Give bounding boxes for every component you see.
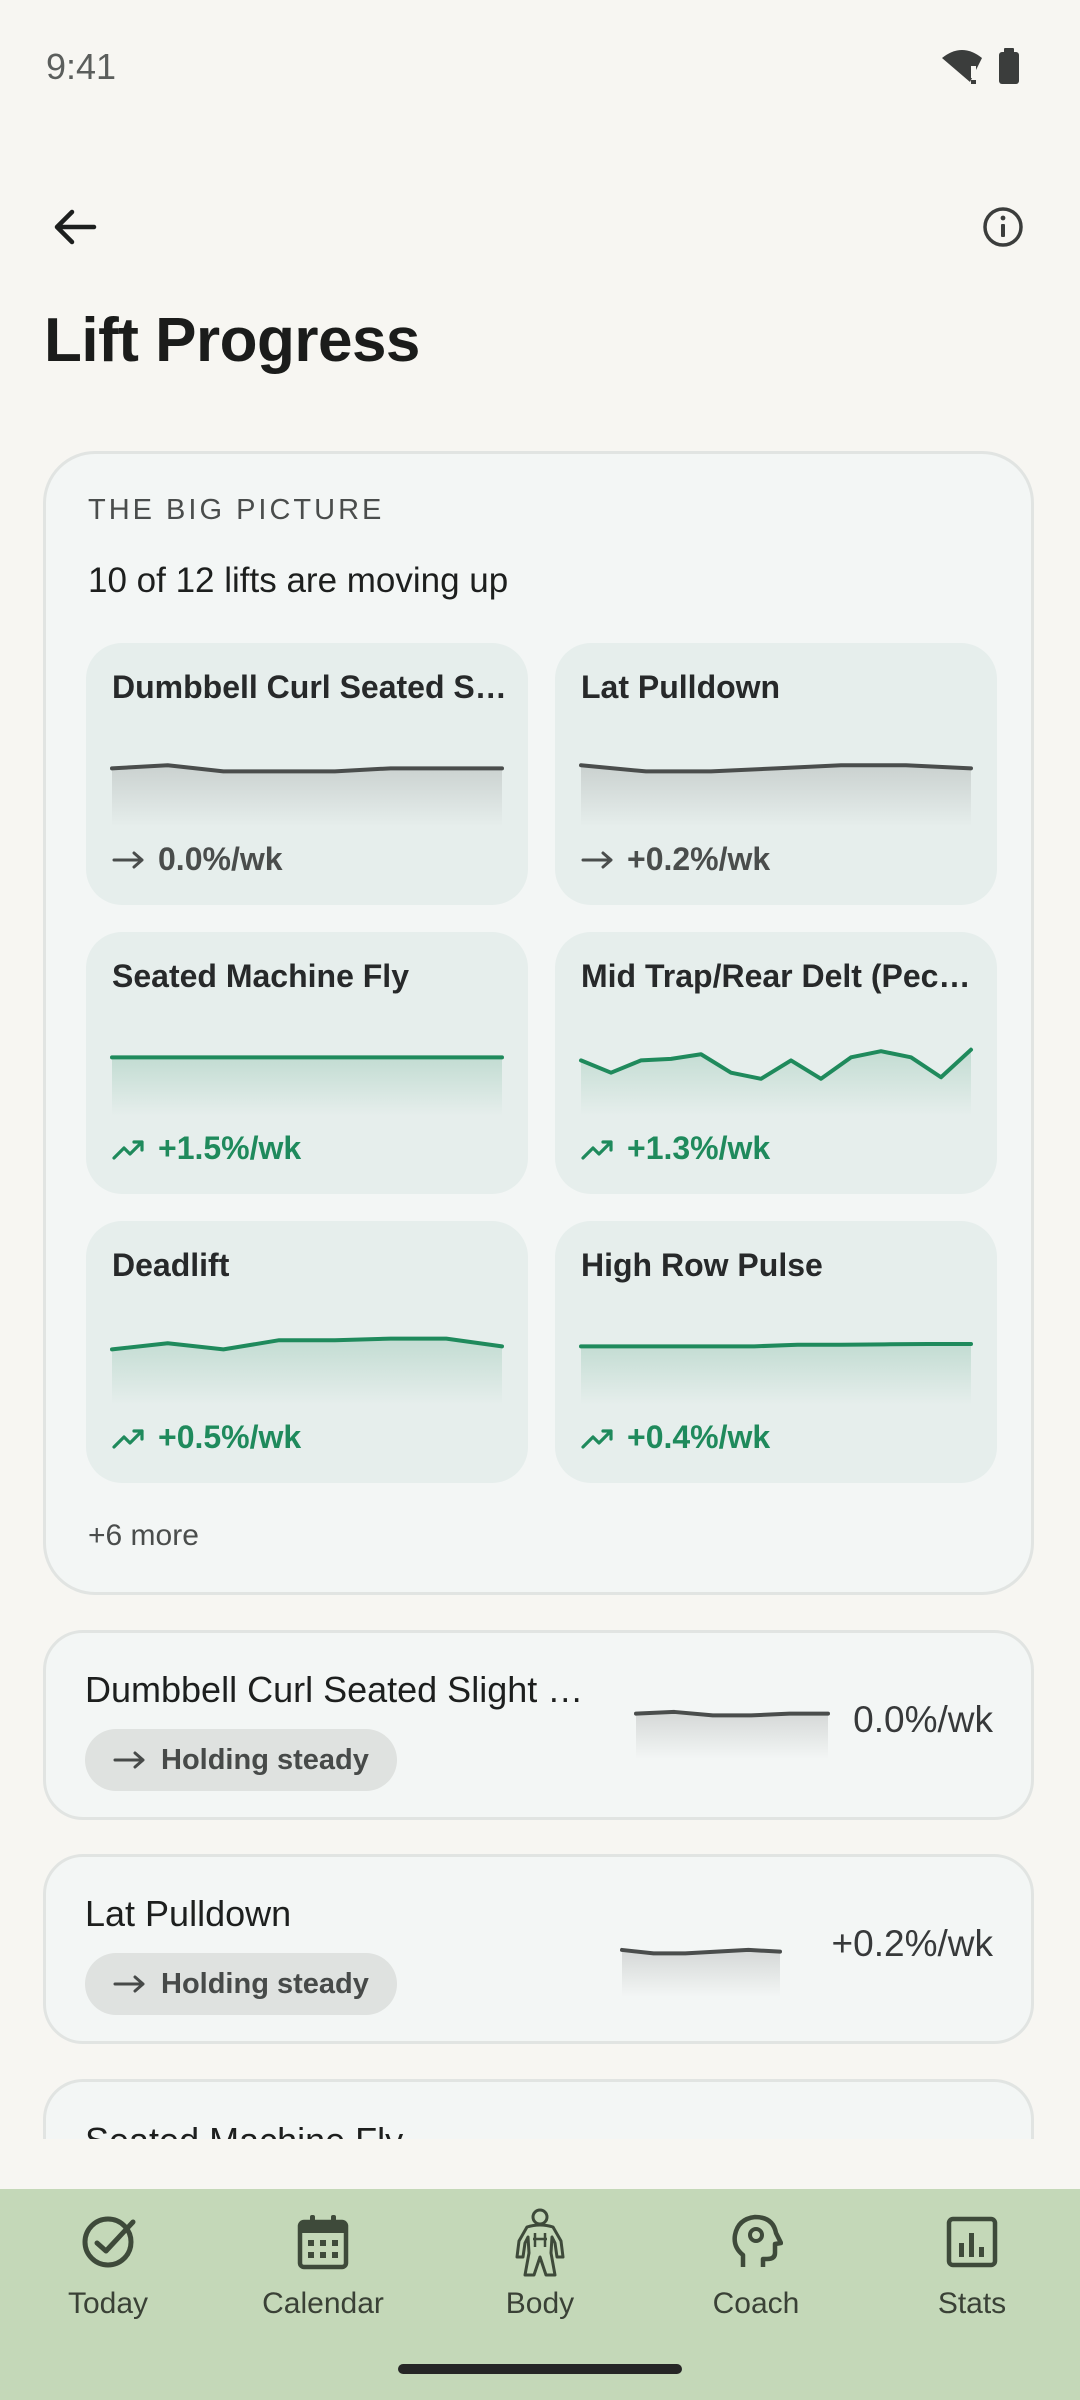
nav-label: Stats — [937, 2287, 1007, 2320]
sparkline-area — [622, 1949, 780, 1997]
home-indicator — [398, 2364, 682, 2374]
lift-trend-rate: +0.2%/wk — [627, 841, 771, 877]
trending-up-icon — [581, 1421, 615, 1455]
trending-up-icon — [112, 1421, 146, 1455]
sparkline-area — [581, 1049, 971, 1116]
sparkline-line — [110, 763, 504, 774]
check-circle-icon — [73, 2207, 143, 2277]
lift-sparkline — [110, 1055, 504, 1116]
status-pill-label: Holding steady — [161, 1967, 369, 2000]
lift-trend: +0.5%/wk — [112, 1419, 301, 1456]
coach-head-icon — [721, 2207, 791, 2277]
status-pill-label: Holding steady — [161, 1743, 369, 1776]
lift-trend-rate: +1.3%/wk — [627, 1130, 771, 1166]
nav-label: Coach — [712, 2287, 800, 2320]
lift-row-partial[interactable]: Seated Machine Fly — [43, 2079, 1034, 2139]
trending-up-icon — [581, 1132, 615, 1166]
nav-calendar[interactable]: Calendar — [238, 2207, 408, 2347]
status-time: 9:41 — [46, 46, 117, 87]
status-bar: 9:41 — [0, 0, 1080, 140]
info-icon — [983, 207, 1023, 247]
sparkline-line — [110, 1336, 504, 1352]
sparkline-area — [581, 765, 971, 827]
lift-trend: +0.4%/wk — [581, 1419, 770, 1456]
lift-row-sparkline — [620, 1947, 782, 1997]
lift-trend: 0.0%/wk — [112, 841, 283, 878]
arrow-right-icon — [113, 1751, 145, 1769]
lift-mini-card[interactable]: Lat Pulldown +0.2%/wk — [555, 643, 997, 905]
nav-label: Today — [67, 2287, 149, 2320]
arrow-right-icon — [112, 843, 146, 877]
stats-chart-icon — [937, 2207, 1007, 2277]
calendar-icon — [288, 2207, 358, 2277]
sparkline-area — [112, 1338, 502, 1405]
lift-sparkline — [110, 1336, 504, 1405]
status-pill: Holding steady — [85, 1953, 397, 2015]
lift-mini-card[interactable]: Deadlift +0.5%/wk — [86, 1221, 528, 1483]
sparkline-line — [579, 763, 973, 774]
status-icons — [938, 46, 1038, 86]
lift-mini-title: Deadlift — [112, 1247, 230, 1283]
big-picture-card: THE BIG PICTURE 10 of 12 lifts are movin… — [43, 451, 1034, 1595]
lift-mini-title: Dumbbell Curl Seated Slight Recline — [112, 669, 507, 705]
lift-trend: +1.3%/wk — [581, 1130, 770, 1167]
lift-row-rate: 0.0%/wk — [853, 1699, 993, 1740]
sparkline-line — [620, 1947, 782, 1956]
lift-row-title: Dumbbell Curl Seated Slight Recline — [85, 1669, 605, 1710]
big-picture-summary: 10 of 12 lifts are moving up — [88, 561, 509, 600]
nav-today[interactable]: Today — [23, 2207, 193, 2347]
lift-mini-card[interactable]: High Row Pulse +0.4%/wk — [555, 1221, 997, 1483]
lift-mini-card[interactable]: Seated Machine Fly +1.5%/wk — [86, 932, 528, 1194]
lift-trend-rate: +1.5%/wk — [158, 1130, 302, 1166]
lift-mini-title: Lat Pulldown — [581, 669, 781, 705]
back-button[interactable] — [40, 192, 110, 262]
lift-trend-rate: +0.5%/wk — [158, 1419, 302, 1455]
nav-coach[interactable]: Coach — [671, 2207, 841, 2347]
wifi-battery-icon — [942, 48, 1019, 84]
page-title: Lift Progress — [44, 306, 420, 375]
sparkline-area — [112, 1057, 502, 1116]
lift-sparkline — [110, 763, 504, 827]
more-lifts-link[interactable]: +6 more — [88, 1519, 199, 1552]
lift-row[interactable]: Dumbbell Curl Seated Slight Recline Hold… — [43, 1630, 1034, 1820]
trending-up-icon — [112, 1132, 146, 1166]
lift-trend: +0.2%/wk — [581, 841, 770, 878]
nav-label: Body — [505, 2287, 575, 2320]
lift-row-title: Seated Machine Fly — [85, 2120, 403, 2139]
nav-label: Calendar — [262, 2287, 384, 2320]
lift-trend-rate: 0.0%/wk — [158, 841, 283, 877]
body-muscle-icon — [505, 2207, 575, 2277]
arrow-right-icon — [581, 843, 615, 877]
sparkline-line — [579, 1342, 973, 1349]
nav-body[interactable]: Body — [455, 2207, 625, 2347]
status-pill: Holding steady — [85, 1729, 397, 1791]
lift-sparkline — [579, 1047, 973, 1116]
sparkline-area — [112, 765, 502, 827]
lift-trend-rate: +0.4%/wk — [627, 1419, 771, 1455]
lift-trend: +1.5%/wk — [112, 1130, 301, 1167]
sparkline-area — [636, 1711, 828, 1759]
lift-sparkline — [579, 763, 973, 827]
arrow-right-icon — [113, 1975, 145, 1993]
sparkline-line — [634, 1709, 830, 1718]
lift-mini-title: Seated Machine Fly — [112, 958, 409, 994]
sparkline-line — [579, 1047, 973, 1081]
lift-row-rate: +0.2%/wk — [831, 1923, 993, 1964]
lift-sparkline — [579, 1342, 973, 1405]
nav-stats[interactable]: Stats — [887, 2207, 1057, 2347]
lift-row-sparkline — [634, 1709, 830, 1759]
lift-mini-title: High Row Pulse — [581, 1247, 823, 1283]
lift-row-title: Lat Pulldown — [85, 1893, 292, 1934]
big-picture-eyebrow: THE BIG PICTURE — [88, 494, 385, 526]
lift-mini-card[interactable]: Mid Trap/Rear Delt (Pec Deck) +1.3%/wk — [555, 932, 997, 1194]
arrow-left-icon — [54, 209, 97, 245]
lift-mini-title: Mid Trap/Rear Delt (Pec Deck) — [581, 958, 976, 994]
lift-row[interactable]: Lat Pulldown Holding steady +0.2%/wk — [43, 1854, 1034, 2044]
info-button[interactable] — [968, 192, 1038, 262]
top-app-bar — [0, 170, 1080, 270]
sparkline-area — [581, 1344, 971, 1405]
lift-mini-card[interactable]: Dumbbell Curl Seated Slight Recline 0.0%/… — [86, 643, 528, 905]
